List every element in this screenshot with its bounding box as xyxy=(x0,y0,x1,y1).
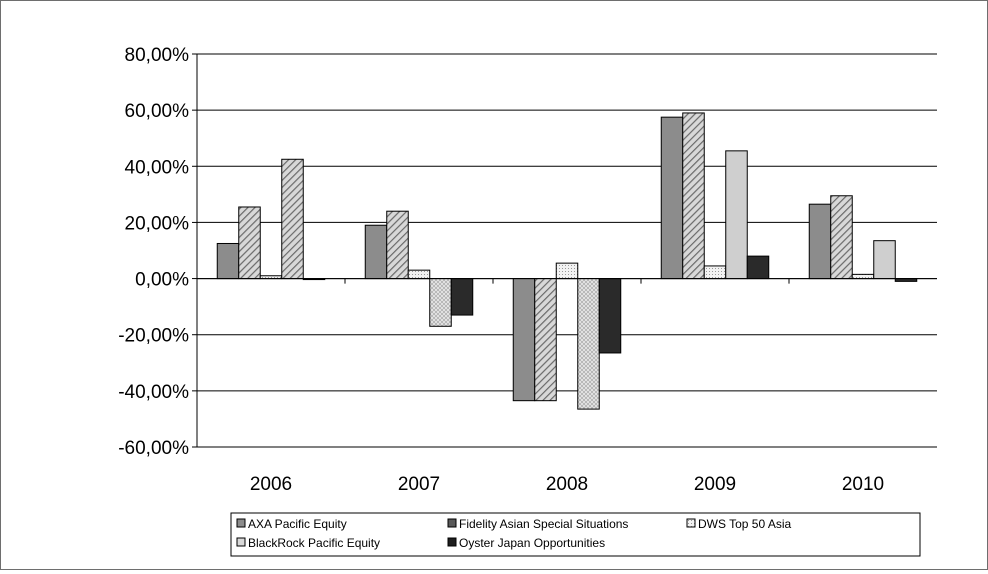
bar-2007-series-3 xyxy=(429,278,452,327)
y-tick-label: 60,00% xyxy=(125,101,190,122)
bar-2008-series-3 xyxy=(577,278,600,410)
bar-2007-series-2 xyxy=(407,269,431,280)
y-axis-tick-labels: 80,00% 60,00% 40,00% 20,00% 0,00% -20,00% -40,… xyxy=(118,45,189,459)
bar-2009-series-0 xyxy=(660,116,684,280)
bar-2010-series-0 xyxy=(808,203,832,280)
y-tick-label: 0,00% xyxy=(135,270,189,291)
bar-2009-series-3 xyxy=(725,150,748,280)
legend-swatch xyxy=(236,537,246,547)
bar-2009-series-2 xyxy=(703,265,727,280)
y-tick-label: -60,00% xyxy=(118,438,189,459)
bar-2010-series-2 xyxy=(851,273,875,280)
bar-2008-series-1 xyxy=(534,278,557,402)
x-tick-label: 2009 xyxy=(694,474,736,495)
y-tick-label: -40,00% xyxy=(118,382,189,403)
bar-2008-series-2 xyxy=(555,262,579,280)
legend-label: Fidelity Asian Special Situations xyxy=(459,517,628,531)
y-tick-label: 80,00% xyxy=(125,45,190,66)
bar-2010-series-3 xyxy=(873,240,896,280)
legend-swatch xyxy=(447,537,457,547)
bar-2008-series-0 xyxy=(512,278,536,402)
bar-2006-series-0 xyxy=(216,242,240,280)
legend: AXA Pacific Equity Fidelity Asian Special… xyxy=(230,512,921,557)
legend-box xyxy=(230,512,921,557)
y-tick-label: 20,00% xyxy=(125,213,190,234)
y-tick-label: 40,00% xyxy=(125,157,190,178)
y-tick-label: -20,00% xyxy=(118,326,189,347)
bar-2009-series-4 xyxy=(746,255,770,280)
x-tick-label: 2006 xyxy=(250,474,292,495)
bar-2007-series-1 xyxy=(386,210,409,280)
legend-label: Oyster Japan Opportunities xyxy=(459,536,605,550)
x-tick-label: 2010 xyxy=(842,474,884,495)
bar-2006-series-3 xyxy=(281,158,304,280)
bar-2009-series-1 xyxy=(682,112,705,280)
bar-2007-series-4 xyxy=(450,278,474,316)
x-tick-label: 2008 xyxy=(546,474,588,495)
bar-2006-series-1 xyxy=(238,206,261,280)
legend-label: BlackRock Pacific Equity xyxy=(248,536,380,550)
x-axis-tick-labels: 2006 2007 2008 2009 2010 xyxy=(250,474,884,495)
bar-2010-series-1 xyxy=(830,195,853,280)
bars xyxy=(216,112,918,410)
axes xyxy=(196,54,937,447)
legend-swatch xyxy=(686,518,696,528)
legend-swatch xyxy=(447,518,457,528)
x-tick-label: 2007 xyxy=(398,474,440,495)
bar-2008-series-4 xyxy=(598,278,622,354)
legend-label: DWS Top 50 Asia xyxy=(698,517,791,531)
bar-2007-series-0 xyxy=(364,224,388,280)
legend-label: AXA Pacific Equity xyxy=(248,517,347,531)
legend-swatch xyxy=(236,518,246,528)
